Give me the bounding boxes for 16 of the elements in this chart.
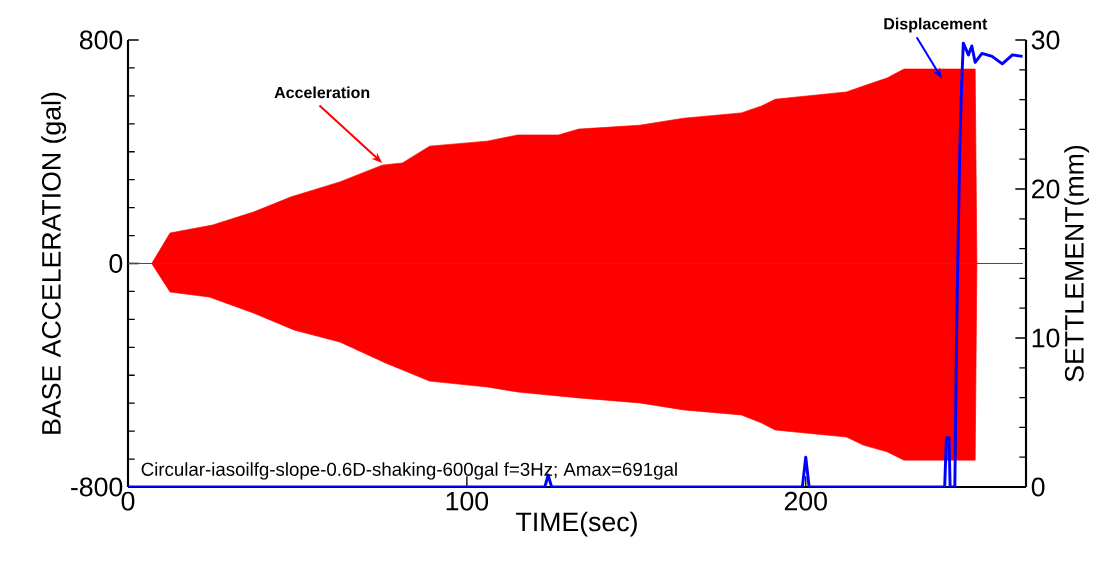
y2-tick-label: 20 bbox=[1032, 179, 1060, 199]
y-tick-label: 800 bbox=[79, 30, 123, 50]
x-axis-title: TIME(sec) bbox=[516, 511, 637, 537]
x-tick-label: 200 bbox=[784, 491, 827, 511]
y2-tick-label: 30 bbox=[1031, 30, 1060, 50]
annotation: Circular-iasoilfg-slope-0.6D-shaking-600gal f=3Hz; Amax=691gal bbox=[141, 462, 677, 480]
y-tick-label: -800 bbox=[71, 477, 123, 497]
text: Displacement bbox=[884, 17, 988, 33]
annotation: Acceleration bbox=[274, 86, 370, 99]
line-series bbox=[128, 41, 1025, 487]
y2-axis-title: SETTLEMENT(mm) bbox=[1064, 145, 1090, 382]
y2-tick-label: 10 bbox=[1032, 328, 1060, 348]
y2-tick-label: 0 bbox=[1031, 477, 1045, 497]
x-tick-label: 100 bbox=[446, 491, 489, 511]
y-tick-label: 0 bbox=[109, 254, 123, 273]
y-axis-title: BASE ACCELERATION (gal) bbox=[41, 92, 67, 434]
